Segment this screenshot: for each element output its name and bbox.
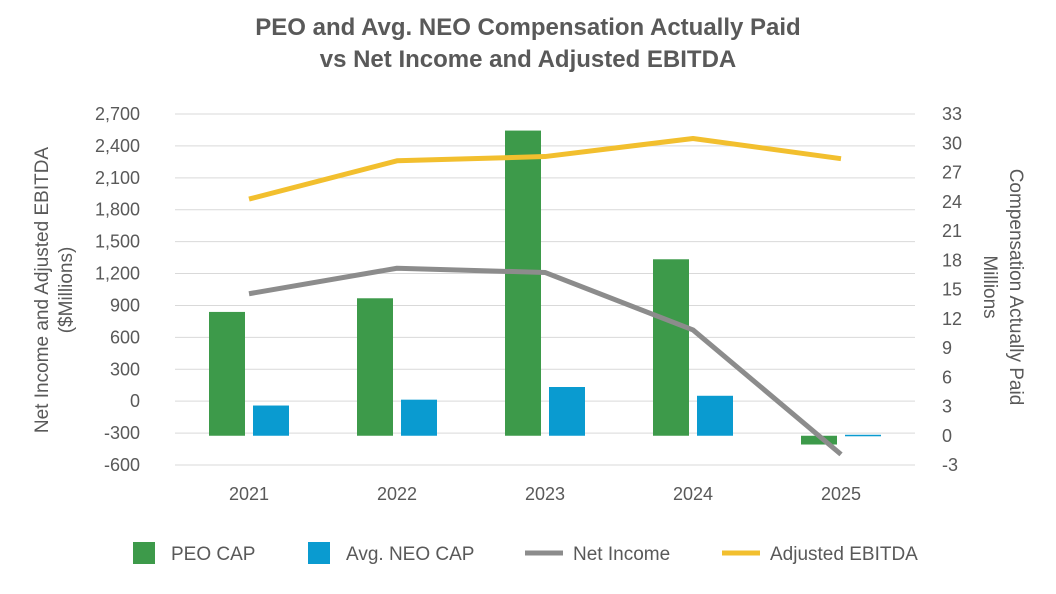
left-tick-label: 600 — [110, 327, 140, 347]
legend-swatch-avg-neo-cap — [308, 542, 330, 564]
left-tick-label: 300 — [110, 359, 140, 379]
bar-peo-cap-2023 — [505, 130, 541, 436]
legend-label-adjusted-ebitda: Adjusted EBITDA — [770, 544, 918, 565]
bar-peo-cap-2021 — [209, 311, 245, 436]
right-tick-label: 27 — [942, 163, 962, 183]
line-net-income — [248, 265, 843, 457]
left-axis-title-line-2: ($Millions) — [56, 247, 77, 334]
left-tick-label: 2,700 — [95, 104, 140, 124]
bar-peo-cap-2025 — [801, 435, 837, 445]
legend-swatch-peo-cap — [133, 542, 155, 564]
bar-peo-cap-2024 — [653, 259, 689, 436]
bar-avg-neo-cap-2025 — [845, 434, 881, 437]
x-tick-label: 2021 — [229, 484, 269, 504]
left-tick-label: 2,100 — [95, 168, 140, 188]
bar-avg-neo-cap-2021 — [253, 405, 289, 436]
left-tick-label: -600 — [104, 455, 140, 475]
x-tick-label: 2023 — [525, 484, 565, 504]
legend-label-avg-neo-cap: Avg. NEO CAP — [346, 544, 474, 565]
right-axis-title-line-2: Millions — [979, 255, 1000, 318]
bar-avg-neo-cap-2024 — [697, 395, 733, 436]
x-tick-label: 2022 — [377, 484, 417, 504]
right-tick-label: 21 — [942, 221, 962, 241]
right-tick-label: 24 — [942, 192, 962, 212]
line-adjusted-ebitda — [248, 135, 842, 202]
legend-label-net-income: Net Income — [573, 544, 670, 565]
right-tick-label: 30 — [942, 133, 962, 153]
left-tick-label: 1,200 — [95, 264, 140, 284]
left-tick-label: 900 — [110, 295, 140, 315]
right-tick-label: 3 — [942, 397, 952, 417]
chart-title-line-1: PEO and Avg. NEO Compensation Actually P… — [255, 14, 801, 41]
right-tick-label: 15 — [942, 280, 962, 300]
left-tick-label: 2,400 — [95, 136, 140, 156]
bar-avg-neo-cap-2022 — [401, 399, 437, 436]
right-tick-label: -3 — [942, 455, 958, 475]
chart-title-line-2: vs Net Income and Adjusted EBITDA — [319, 46, 737, 73]
bar-peo-cap-2022 — [357, 298, 393, 436]
left-tick-label: 1,800 — [95, 200, 140, 220]
left-tick-label: -300 — [104, 423, 140, 443]
left-tick-label: 0 — [130, 391, 140, 411]
x-tick-label: 2025 — [821, 484, 861, 504]
legend-label-peo-cap: PEO CAP — [171, 544, 255, 565]
bar-avg-neo-cap-2023 — [549, 387, 585, 436]
x-tick-label: 2024 — [673, 484, 713, 504]
right-tick-label: 33 — [942, 104, 962, 124]
right-tick-label: 9 — [942, 338, 952, 358]
right-tick-label: 6 — [942, 367, 952, 387]
right-tick-label: 0 — [942, 426, 952, 446]
right-tick-label: 12 — [942, 309, 962, 329]
right-tick-label: 18 — [942, 250, 962, 270]
left-axis-title-line-1: Net Income and Adjusted EBITDA — [32, 147, 53, 434]
left-tick-label: 1,500 — [95, 232, 140, 252]
right-axis-title-line-1: Compensation Actually Paid — [1005, 169, 1026, 406]
